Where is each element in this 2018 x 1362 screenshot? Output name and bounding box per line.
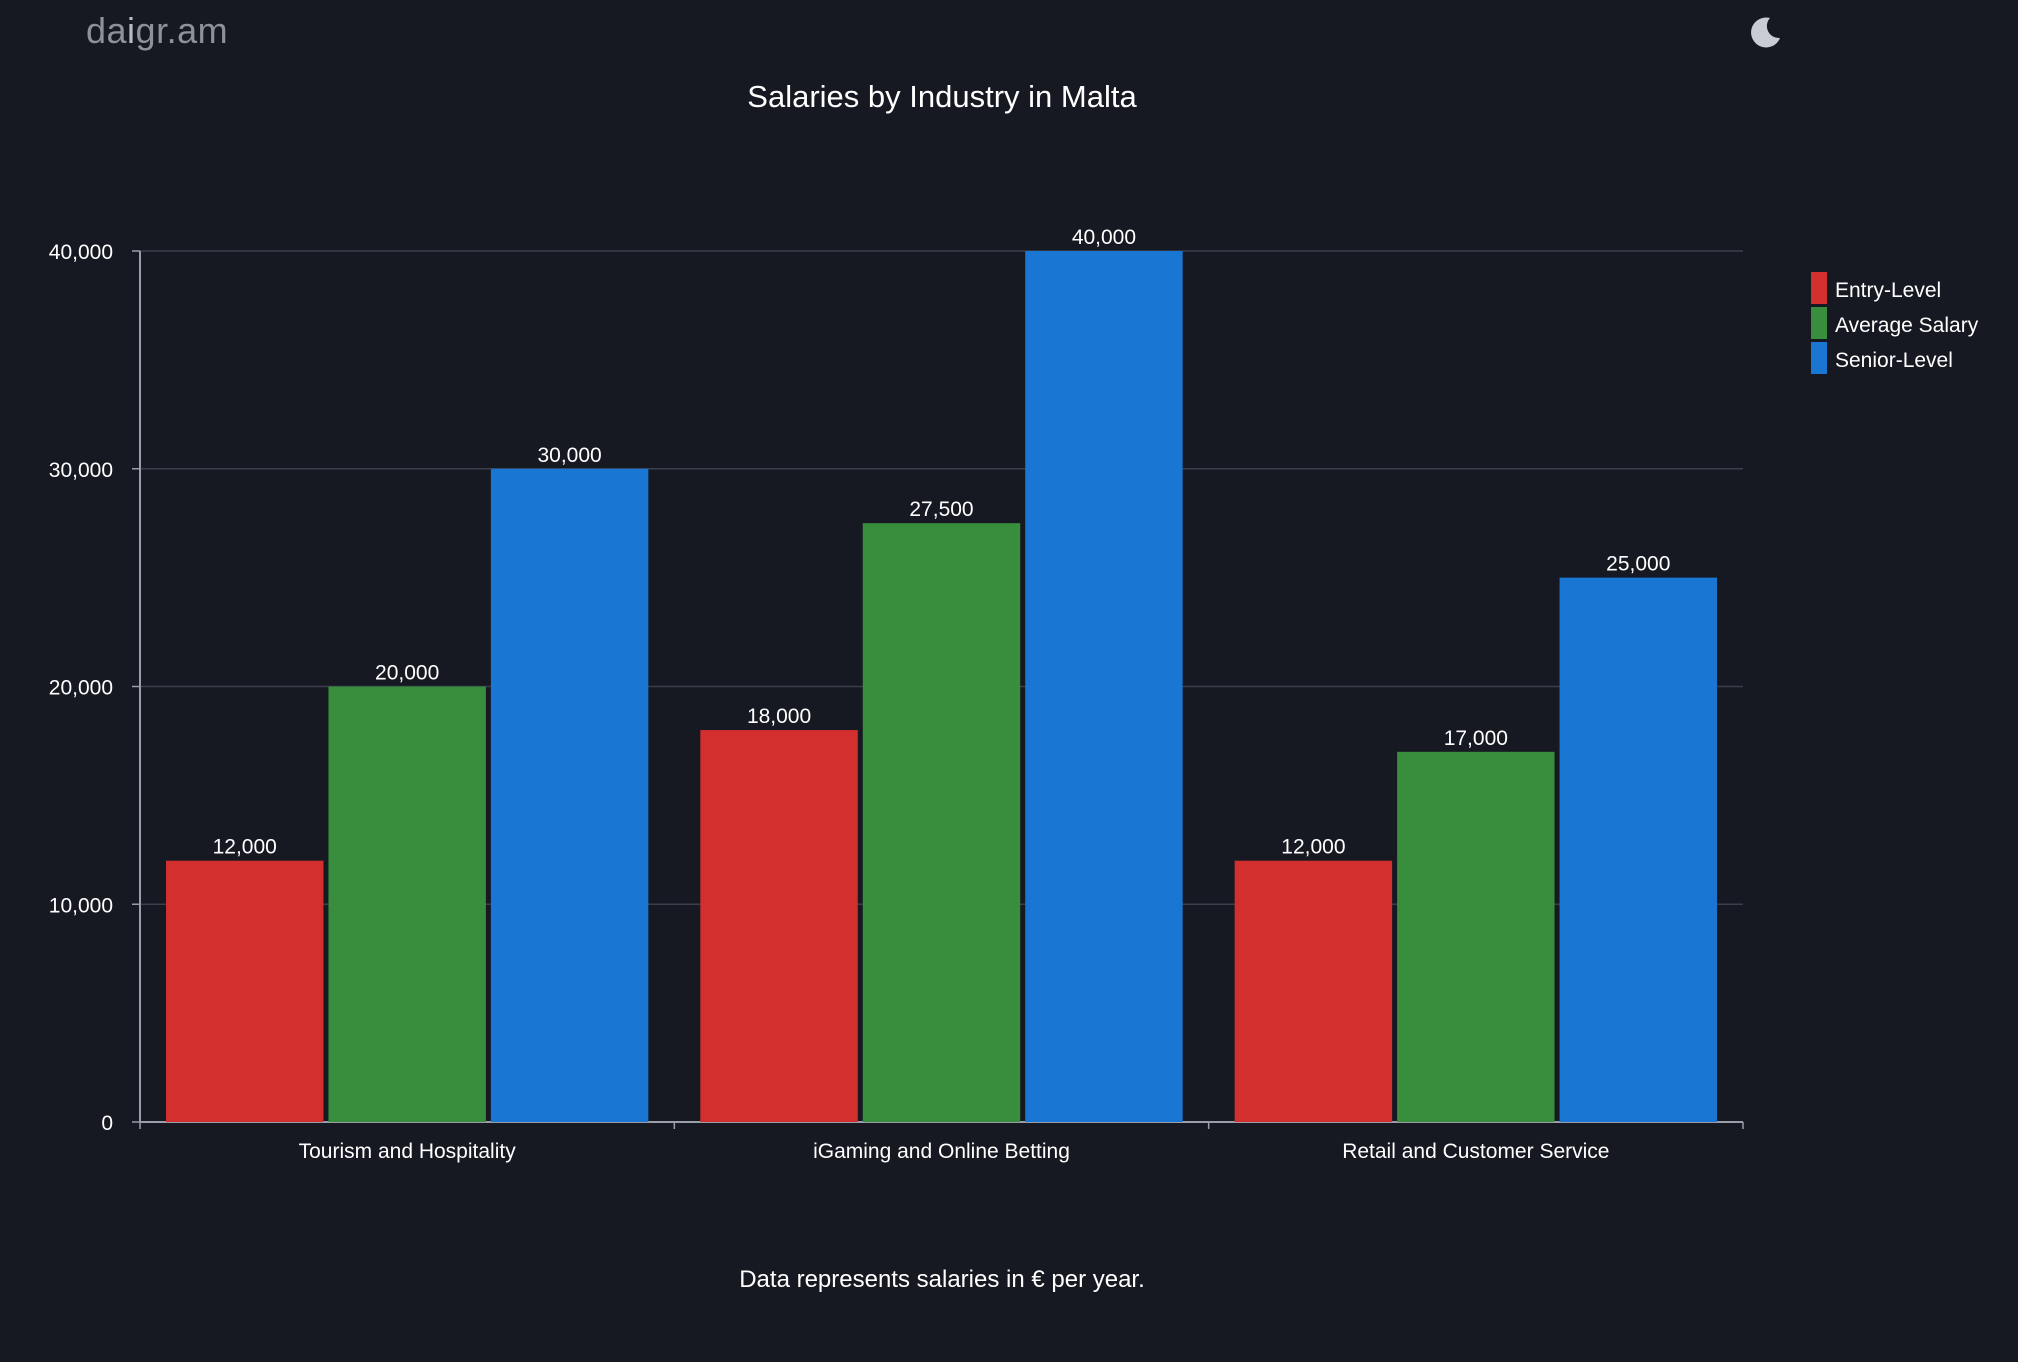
y-tick-label: 10,000 [49, 894, 113, 917]
y-tick-label: 40,000 [49, 241, 113, 264]
bar [1234, 860, 1393, 1122]
bar-value-label: 40,000 [1072, 226, 1136, 249]
bar [1559, 577, 1717, 1122]
bar-value-label: 27,500 [909, 498, 973, 521]
legend: Entry-Level Average Salary Senior-Level [1811, 272, 1979, 374]
legend-label: Entry-Level [1835, 279, 1941, 302]
bar [328, 686, 486, 1122]
bar [862, 523, 1021, 1122]
bar-value-label: 12,000 [1281, 836, 1345, 859]
bar [1397, 751, 1555, 1122]
bar [166, 860, 324, 1122]
x-tick-label: iGaming and Online Betting [813, 1140, 1070, 1163]
logo-accent: i [127, 10, 136, 51]
bar [490, 468, 649, 1122]
bar-value-label: 12,000 [213, 836, 277, 859]
x-tick-label: Tourism and Hospitality [299, 1140, 517, 1163]
x-tick-label: Retail and Customer Service [1342, 1140, 1609, 1163]
y-tick-label: 0 [101, 1112, 113, 1135]
bar-value-label: 25,000 [1606, 553, 1670, 576]
legend-swatch [1811, 342, 1827, 374]
chart-caption: Data represents salaries in € per year. [739, 1266, 1145, 1293]
logo[interactable]: daigr.am [86, 10, 228, 52]
logo-suffix: gr.am [135, 10, 229, 51]
chart-title: Salaries by Industry in Malta [747, 79, 1137, 114]
bar-value-label: 30,000 [537, 444, 601, 467]
bar-value-label: 17,000 [1444, 727, 1508, 750]
y-tick-label: 30,000 [49, 459, 113, 482]
logo-prefix: da [86, 10, 128, 51]
bar [1025, 251, 1183, 1122]
bar [700, 730, 858, 1122]
bar-value-label: 20,000 [375, 662, 439, 685]
legend-swatch [1811, 272, 1827, 304]
y-tick-label: 20,000 [49, 677, 113, 700]
bar-value-label: 18,000 [747, 705, 811, 728]
legend-swatch [1811, 307, 1827, 339]
legend-label: Senior-Level [1835, 349, 1953, 372]
data-labels: 12,000 20,000 30,000 18,000 27,500 40,000 12,0… [213, 226, 1671, 859]
moon-icon [1751, 17, 1780, 48]
theme-toggle-button[interactable] [1748, 14, 1784, 50]
bars [166, 251, 1717, 1122]
legend-label: Average Salary [1835, 314, 1979, 337]
